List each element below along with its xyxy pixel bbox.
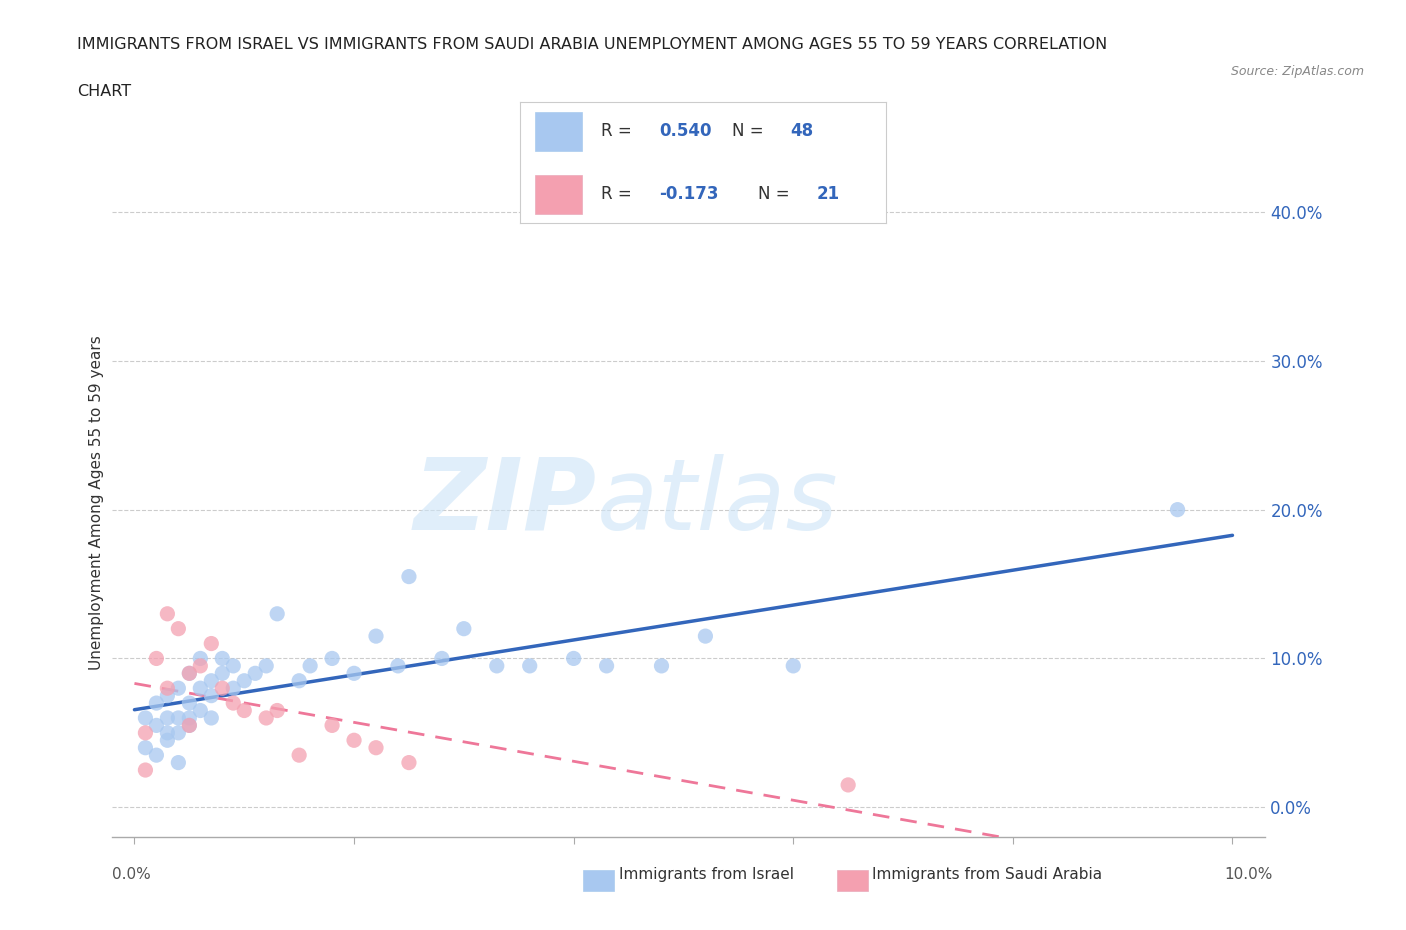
Text: atlas: atlas bbox=[596, 454, 838, 551]
Point bbox=[288, 673, 311, 688]
Point bbox=[453, 621, 475, 636]
Point bbox=[145, 696, 167, 711]
Point bbox=[145, 718, 167, 733]
Point bbox=[156, 681, 179, 696]
Point bbox=[1167, 502, 1189, 517]
Point bbox=[595, 658, 617, 673]
Point bbox=[222, 658, 245, 673]
Point bbox=[398, 569, 420, 584]
Point bbox=[167, 711, 190, 725]
Point bbox=[364, 740, 387, 755]
Point bbox=[211, 651, 233, 666]
Text: -0.173: -0.173 bbox=[659, 185, 718, 203]
Point bbox=[188, 703, 211, 718]
Point bbox=[179, 696, 201, 711]
Point bbox=[343, 733, 366, 748]
Point bbox=[254, 711, 277, 725]
Text: 21: 21 bbox=[817, 185, 839, 203]
Point bbox=[134, 740, 156, 755]
Point bbox=[519, 658, 541, 673]
Point bbox=[200, 688, 222, 703]
Point bbox=[167, 755, 190, 770]
Point bbox=[134, 763, 156, 777]
Text: R =: R = bbox=[600, 123, 637, 140]
Point bbox=[485, 658, 508, 673]
FancyBboxPatch shape bbox=[534, 112, 582, 151]
Point bbox=[266, 703, 288, 718]
Point bbox=[188, 651, 211, 666]
FancyBboxPatch shape bbox=[534, 175, 582, 214]
Text: R =: R = bbox=[600, 185, 637, 203]
Text: 10.0%: 10.0% bbox=[1225, 867, 1272, 882]
Point bbox=[211, 666, 233, 681]
Point bbox=[782, 658, 804, 673]
Point bbox=[430, 651, 453, 666]
Point bbox=[254, 658, 277, 673]
Text: CHART: CHART bbox=[77, 84, 131, 99]
Text: 48: 48 bbox=[790, 123, 814, 140]
Point bbox=[156, 711, 179, 725]
Text: Source: ZipAtlas.com: Source: ZipAtlas.com bbox=[1230, 65, 1364, 78]
Point bbox=[156, 733, 179, 748]
Point bbox=[179, 718, 201, 733]
Point bbox=[167, 621, 190, 636]
Point bbox=[179, 711, 201, 725]
Point bbox=[245, 666, 267, 681]
Text: 0.0%: 0.0% bbox=[112, 867, 152, 882]
Point bbox=[398, 755, 420, 770]
Text: Immigrants from Israel: Immigrants from Israel bbox=[619, 867, 793, 882]
Point bbox=[200, 711, 222, 725]
Point bbox=[188, 658, 211, 673]
Point bbox=[387, 658, 409, 673]
Point bbox=[179, 666, 201, 681]
Point bbox=[167, 725, 190, 740]
Point bbox=[321, 651, 343, 666]
Point bbox=[299, 658, 322, 673]
Point bbox=[695, 629, 717, 644]
Point bbox=[343, 666, 366, 681]
Point bbox=[288, 748, 311, 763]
Text: IMMIGRANTS FROM ISRAEL VS IMMIGRANTS FROM SAUDI ARABIA UNEMPLOYMENT AMONG AGES 5: IMMIGRANTS FROM ISRAEL VS IMMIGRANTS FRO… bbox=[77, 37, 1108, 52]
Point bbox=[211, 681, 233, 696]
Point bbox=[200, 636, 222, 651]
Point bbox=[266, 606, 288, 621]
Point bbox=[134, 711, 156, 725]
Text: ZIP: ZIP bbox=[413, 454, 596, 551]
Point bbox=[233, 673, 256, 688]
Point bbox=[156, 688, 179, 703]
Point bbox=[156, 606, 179, 621]
Point bbox=[222, 681, 245, 696]
Point bbox=[156, 725, 179, 740]
Point bbox=[562, 651, 585, 666]
Point bbox=[179, 666, 201, 681]
Point bbox=[321, 718, 343, 733]
Point bbox=[145, 748, 167, 763]
Point bbox=[200, 673, 222, 688]
Point bbox=[188, 681, 211, 696]
Point bbox=[364, 629, 387, 644]
Text: Immigrants from Saudi Arabia: Immigrants from Saudi Arabia bbox=[872, 867, 1102, 882]
Point bbox=[233, 703, 256, 718]
Point bbox=[650, 658, 672, 673]
Text: 0.540: 0.540 bbox=[659, 123, 711, 140]
Point bbox=[167, 681, 190, 696]
Text: N =: N = bbox=[758, 185, 794, 203]
Text: N =: N = bbox=[733, 123, 769, 140]
Point bbox=[134, 725, 156, 740]
Point bbox=[145, 651, 167, 666]
Point bbox=[179, 718, 201, 733]
Point bbox=[222, 696, 245, 711]
Point bbox=[837, 777, 859, 792]
Y-axis label: Unemployment Among Ages 55 to 59 years: Unemployment Among Ages 55 to 59 years bbox=[89, 335, 104, 670]
